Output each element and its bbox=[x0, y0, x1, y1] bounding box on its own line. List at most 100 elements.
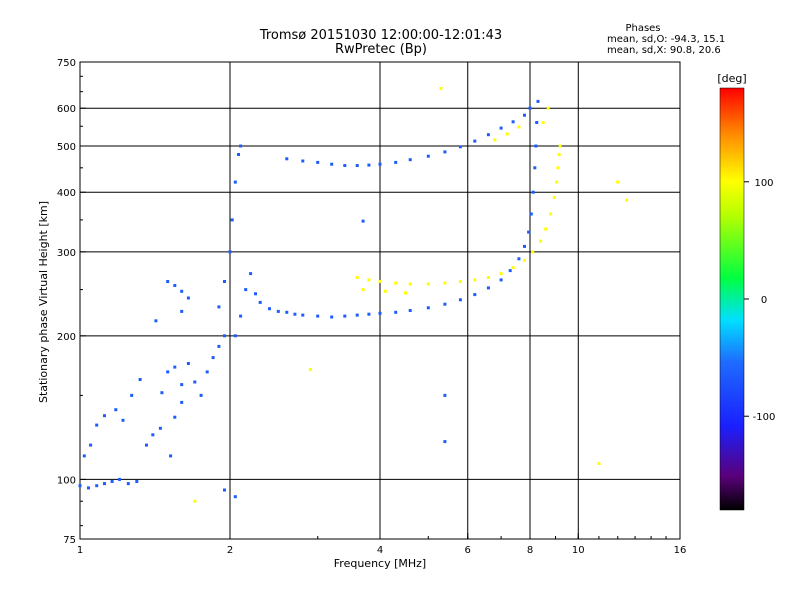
x-tick-label: 10 bbox=[572, 545, 585, 556]
data-point bbox=[549, 212, 553, 216]
data-point bbox=[531, 190, 535, 194]
data-point bbox=[546, 106, 550, 110]
data-point bbox=[361, 219, 365, 223]
data-point bbox=[211, 356, 215, 360]
data-point bbox=[254, 292, 257, 296]
data-point bbox=[531, 250, 535, 254]
x-axis: 1 2 4 6 8 10 16 bbox=[77, 533, 687, 556]
data-point bbox=[439, 87, 443, 90]
data-point bbox=[552, 196, 556, 199]
data-point bbox=[237, 153, 240, 156]
data-point bbox=[87, 486, 90, 490]
data-point bbox=[408, 158, 412, 162]
y-tick-label: 600 bbox=[57, 104, 76, 115]
data-point bbox=[486, 276, 490, 279]
x-tick-label: 4 bbox=[377, 545, 383, 556]
x-tick-label: 6 bbox=[465, 545, 471, 556]
data-point bbox=[330, 162, 334, 166]
data-point bbox=[173, 415, 177, 419]
data-point bbox=[343, 314, 347, 318]
data-point bbox=[78, 484, 82, 488]
data-point bbox=[361, 288, 365, 292]
data-point bbox=[343, 164, 347, 167]
data-point bbox=[383, 289, 387, 293]
data-point bbox=[536, 99, 540, 103]
y-tick-label: 400 bbox=[57, 188, 76, 199]
colorbar-label: [deg] bbox=[717, 72, 746, 85]
data-point bbox=[597, 462, 601, 465]
data-point bbox=[355, 164, 359, 167]
data-point bbox=[443, 440, 447, 444]
data-point bbox=[223, 334, 226, 338]
data-point bbox=[544, 227, 548, 231]
data-point bbox=[173, 284, 177, 287]
stats-line-o: mean, sd,O: -94.3, 15.1 bbox=[607, 34, 725, 45]
colorbar-tick-label: 100 bbox=[754, 178, 773, 189]
stats-heading: Phases bbox=[625, 23, 660, 34]
data-point bbox=[473, 293, 477, 297]
data-point bbox=[126, 482, 130, 486]
data-point bbox=[180, 289, 184, 293]
stats-line-x: mean, sd,X: 90.8, 20.6 bbox=[607, 45, 721, 56]
data-point bbox=[138, 378, 142, 381]
data-point bbox=[443, 150, 447, 154]
data-point bbox=[394, 310, 398, 314]
data-point bbox=[233, 180, 237, 184]
data-point bbox=[166, 280, 170, 283]
y-tick-label: 500 bbox=[57, 142, 76, 153]
data-point bbox=[529, 212, 533, 216]
data-point bbox=[239, 144, 243, 148]
data-point bbox=[367, 312, 371, 316]
data-point bbox=[228, 250, 232, 254]
data-point bbox=[523, 113, 526, 117]
x-tick-label: 16 bbox=[674, 545, 687, 556]
data-point bbox=[330, 315, 334, 319]
data-point bbox=[166, 370, 170, 374]
data-point bbox=[458, 280, 462, 283]
data-point bbox=[103, 414, 106, 418]
data-point bbox=[186, 296, 190, 300]
data-point bbox=[293, 312, 297, 316]
data-point bbox=[121, 418, 125, 422]
data-point bbox=[367, 163, 371, 167]
data-point bbox=[118, 477, 121, 481]
data-point bbox=[443, 281, 447, 285]
data-point bbox=[558, 144, 562, 148]
data-point bbox=[186, 362, 190, 365]
data-point bbox=[378, 280, 382, 283]
data-point bbox=[394, 281, 398, 285]
data-point bbox=[145, 443, 148, 447]
data-point bbox=[408, 282, 412, 286]
x-tick-label: 1 bbox=[77, 545, 83, 556]
data-point bbox=[458, 145, 462, 149]
x-tick-label: 2 bbox=[227, 545, 233, 556]
data-point bbox=[130, 393, 134, 397]
data-point bbox=[458, 298, 462, 302]
data-point bbox=[527, 230, 531, 234]
data-point bbox=[233, 495, 237, 499]
y-axis-label: Stationary phase Virtual Height [km] bbox=[37, 201, 50, 403]
data-point bbox=[505, 132, 509, 136]
data-point bbox=[217, 344, 221, 348]
data-point bbox=[378, 311, 382, 315]
data-point bbox=[443, 393, 447, 397]
data-point bbox=[394, 160, 398, 164]
data-point bbox=[89, 443, 93, 447]
data-point bbox=[239, 314, 243, 318]
colorbar-tick-label: -100 bbox=[753, 412, 776, 423]
colorbar-ticks: 100 0 -100 bbox=[744, 178, 775, 423]
data-point bbox=[193, 499, 197, 503]
data-point bbox=[223, 280, 226, 283]
data-point bbox=[443, 302, 447, 306]
data-point bbox=[95, 484, 99, 488]
data-point bbox=[625, 198, 629, 202]
data-point bbox=[517, 125, 521, 129]
data-point bbox=[508, 269, 512, 273]
data-point bbox=[499, 126, 503, 130]
data-point bbox=[316, 314, 320, 318]
data-point bbox=[473, 139, 477, 143]
data-point bbox=[426, 282, 430, 286]
chart-subtitle: RwPretec (Bp) bbox=[335, 42, 427, 57]
data-point bbox=[95, 423, 99, 427]
data-point bbox=[285, 310, 289, 314]
